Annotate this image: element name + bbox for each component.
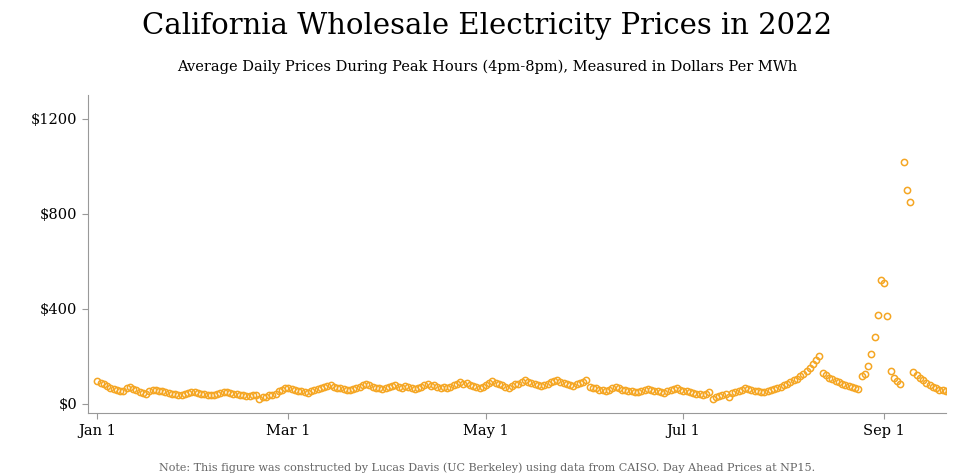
Text: Note: This figure was constructed by Lucas Davis (UC Berkeley) using data from C: Note: This figure was constructed by Luc…: [160, 462, 815, 473]
Text: California Wholesale Electricity Prices in 2022: California Wholesale Electricity Prices …: [142, 12, 833, 40]
Text: Average Daily Prices During Peak Hours (4pm-8pm), Measured in Dollars Per MWh: Average Daily Prices During Peak Hours (…: [177, 59, 798, 74]
